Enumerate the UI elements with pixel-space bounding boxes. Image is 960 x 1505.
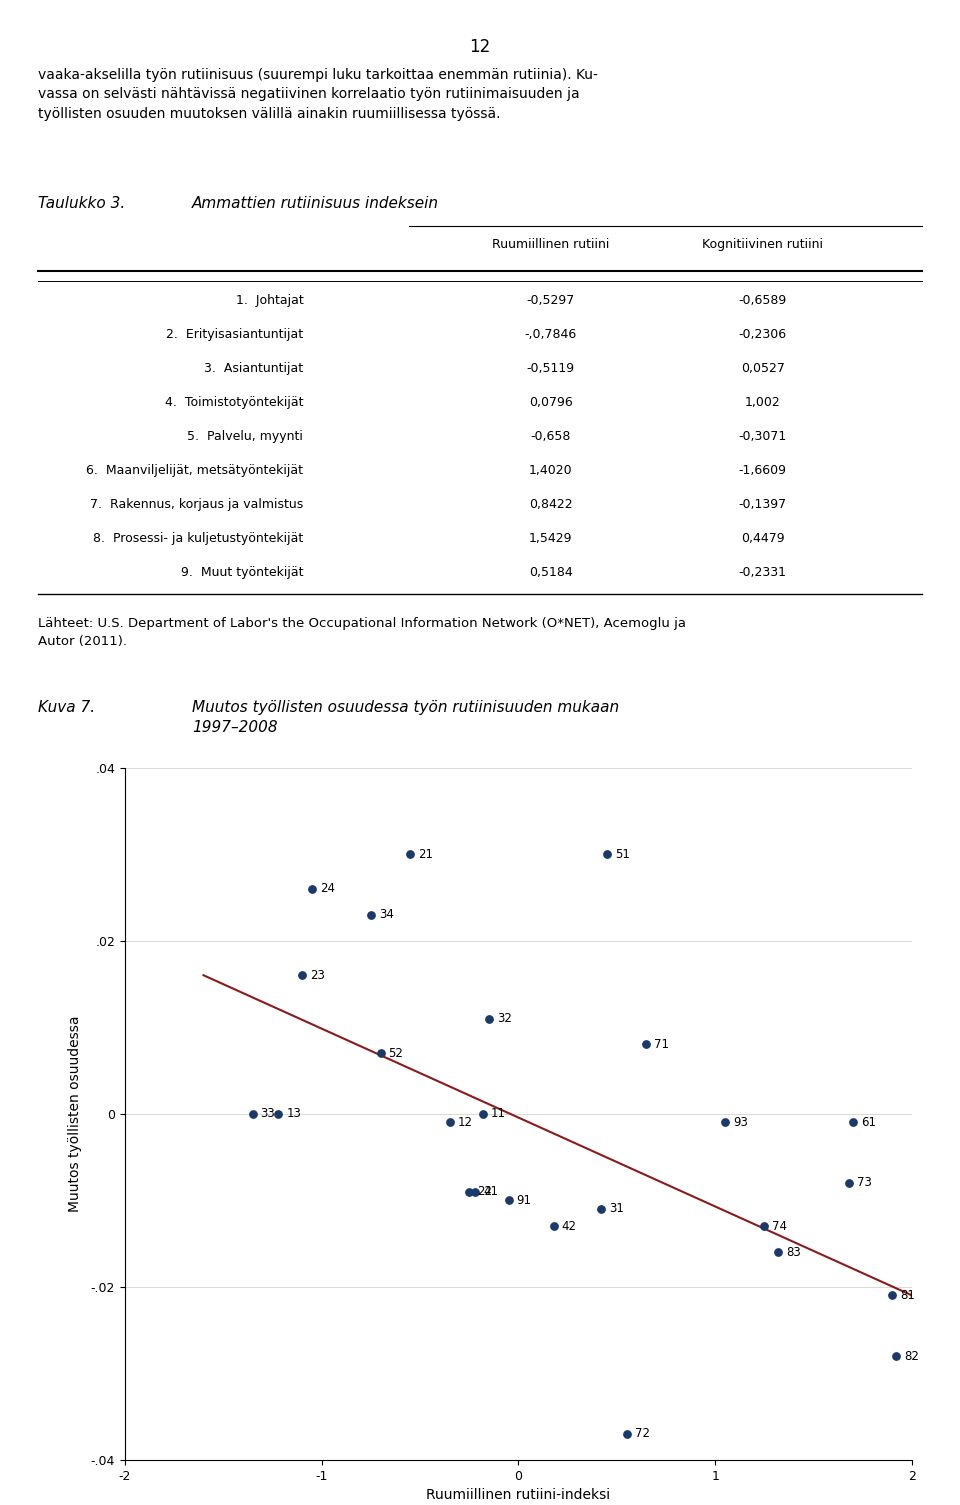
Point bbox=[546, 1215, 562, 1239]
Text: Muutos työllisten osuudessa työn rutiinisuuden mukaan
1997–2008: Muutos työllisten osuudessa työn rutiini… bbox=[192, 700, 619, 734]
Text: 52: 52 bbox=[389, 1046, 403, 1060]
Text: -0,5297: -0,5297 bbox=[526, 295, 575, 307]
Text: 91: 91 bbox=[516, 1193, 532, 1207]
Text: 82: 82 bbox=[904, 1350, 919, 1362]
Point bbox=[442, 1111, 457, 1135]
Point bbox=[593, 1196, 609, 1221]
Text: Kognitiivinen rutiini: Kognitiivinen rutiini bbox=[702, 238, 823, 251]
Text: Kuva 7.: Kuva 7. bbox=[38, 700, 96, 715]
Text: 5.  Palvelu, myynti: 5. Palvelu, myynti bbox=[187, 430, 303, 442]
Text: 42: 42 bbox=[562, 1219, 577, 1233]
Text: 1,5429: 1,5429 bbox=[529, 531, 572, 545]
Point bbox=[638, 1032, 654, 1057]
Point bbox=[846, 1111, 861, 1135]
Text: 7.  Rakennus, korjaus ja valmistus: 7. Rakennus, korjaus ja valmistus bbox=[90, 498, 303, 510]
Text: 0,5184: 0,5184 bbox=[529, 566, 572, 578]
Point bbox=[771, 1240, 786, 1264]
Text: 0,0527: 0,0527 bbox=[741, 363, 784, 375]
Point bbox=[462, 1180, 477, 1204]
Text: 32: 32 bbox=[496, 1011, 512, 1025]
Text: 3.  Asiantuntijat: 3. Asiantuntijat bbox=[204, 363, 303, 375]
Point bbox=[295, 963, 310, 987]
Point bbox=[245, 1102, 260, 1126]
Text: 0,8422: 0,8422 bbox=[529, 498, 572, 510]
Text: -0,5119: -0,5119 bbox=[527, 363, 575, 375]
Point bbox=[501, 1189, 516, 1213]
Point bbox=[363, 903, 378, 927]
Text: vaaka-akselilla työn rutiinisuus (suurempi luku tarkoittaa enemmän rutiinia). Ku: vaaka-akselilla työn rutiinisuus (suurem… bbox=[38, 68, 598, 120]
Text: -0,658: -0,658 bbox=[531, 430, 571, 442]
Point bbox=[841, 1171, 856, 1195]
Text: 74: 74 bbox=[772, 1219, 787, 1233]
Point bbox=[619, 1422, 635, 1446]
Y-axis label: Muutos työllisten osuudessa: Muutos työllisten osuudessa bbox=[68, 1016, 83, 1212]
Text: 31: 31 bbox=[609, 1202, 624, 1216]
Text: -0,2331: -0,2331 bbox=[738, 566, 786, 578]
Text: 6.  Maanviljelijät, metsätyöntekijät: 6. Maanviljelijät, metsätyöntekijät bbox=[86, 464, 303, 477]
Text: 12: 12 bbox=[469, 38, 491, 56]
Point bbox=[402, 843, 418, 867]
Text: Ruumiillinen rutiini: Ruumiillinen rutiini bbox=[492, 238, 610, 251]
Text: 1.  Johtajat: 1. Johtajat bbox=[235, 295, 303, 307]
Text: 83: 83 bbox=[786, 1246, 801, 1258]
Text: 11: 11 bbox=[491, 1108, 506, 1120]
Text: 61: 61 bbox=[861, 1115, 876, 1129]
Text: 41: 41 bbox=[483, 1184, 498, 1198]
Text: 72: 72 bbox=[635, 1427, 650, 1440]
Text: -0,2306: -0,2306 bbox=[738, 328, 786, 342]
Point bbox=[599, 843, 614, 867]
Text: 71: 71 bbox=[654, 1038, 669, 1050]
Point bbox=[756, 1215, 772, 1239]
Point bbox=[373, 1041, 389, 1066]
Text: Lähteet: U.S. Department of Labor's the Occupational Information Network (O*NET): Lähteet: U.S. Department of Labor's the … bbox=[38, 617, 686, 649]
Text: 1,4020: 1,4020 bbox=[529, 464, 572, 477]
Point bbox=[271, 1102, 286, 1126]
Text: 23: 23 bbox=[310, 969, 324, 981]
Point bbox=[717, 1111, 732, 1135]
Text: 21: 21 bbox=[418, 847, 433, 861]
Text: Taulukko 3.: Taulukko 3. bbox=[38, 196, 126, 211]
Text: -0,1397: -0,1397 bbox=[738, 498, 786, 510]
Text: -1,6609: -1,6609 bbox=[738, 464, 786, 477]
Point bbox=[468, 1180, 483, 1204]
Text: 51: 51 bbox=[614, 847, 630, 861]
Text: Ammattien rutiinisuus indeksein: Ammattien rutiinisuus indeksein bbox=[192, 196, 439, 211]
Text: 12: 12 bbox=[457, 1115, 472, 1129]
Text: 0,0796: 0,0796 bbox=[529, 396, 572, 409]
Text: 2.  Erityisasiantuntijat: 2. Erityisasiantuntijat bbox=[166, 328, 303, 342]
Text: 13: 13 bbox=[286, 1108, 301, 1120]
Text: 81: 81 bbox=[900, 1288, 915, 1302]
Text: 93: 93 bbox=[732, 1115, 748, 1129]
Point bbox=[889, 1344, 904, 1368]
Text: 9.  Muut työntekijät: 9. Muut työntekijät bbox=[180, 566, 303, 578]
Text: 34: 34 bbox=[378, 908, 394, 921]
Text: 8.  Prosessi- ja kuljetustyöntekijät: 8. Prosessi- ja kuljetustyöntekijät bbox=[93, 531, 303, 545]
Point bbox=[481, 1007, 496, 1031]
Text: 22: 22 bbox=[477, 1184, 492, 1198]
Text: 73: 73 bbox=[857, 1177, 872, 1189]
Text: 1,002: 1,002 bbox=[745, 396, 780, 409]
X-axis label: Ruumiillinen rutiini-indeksi: Ruumiillinen rutiini-indeksi bbox=[426, 1488, 611, 1502]
Text: -0,6589: -0,6589 bbox=[738, 295, 787, 307]
Point bbox=[304, 876, 320, 900]
Point bbox=[475, 1102, 491, 1126]
Text: 0,4479: 0,4479 bbox=[741, 531, 784, 545]
Text: -0,3071: -0,3071 bbox=[738, 430, 787, 442]
Point bbox=[885, 1284, 900, 1308]
Text: 24: 24 bbox=[320, 882, 335, 895]
Text: 4.  Toimistotyöntekijät: 4. Toimistotyöntekijät bbox=[165, 396, 303, 409]
Text: 33: 33 bbox=[260, 1108, 276, 1120]
Text: -,0,7846: -,0,7846 bbox=[524, 328, 577, 342]
